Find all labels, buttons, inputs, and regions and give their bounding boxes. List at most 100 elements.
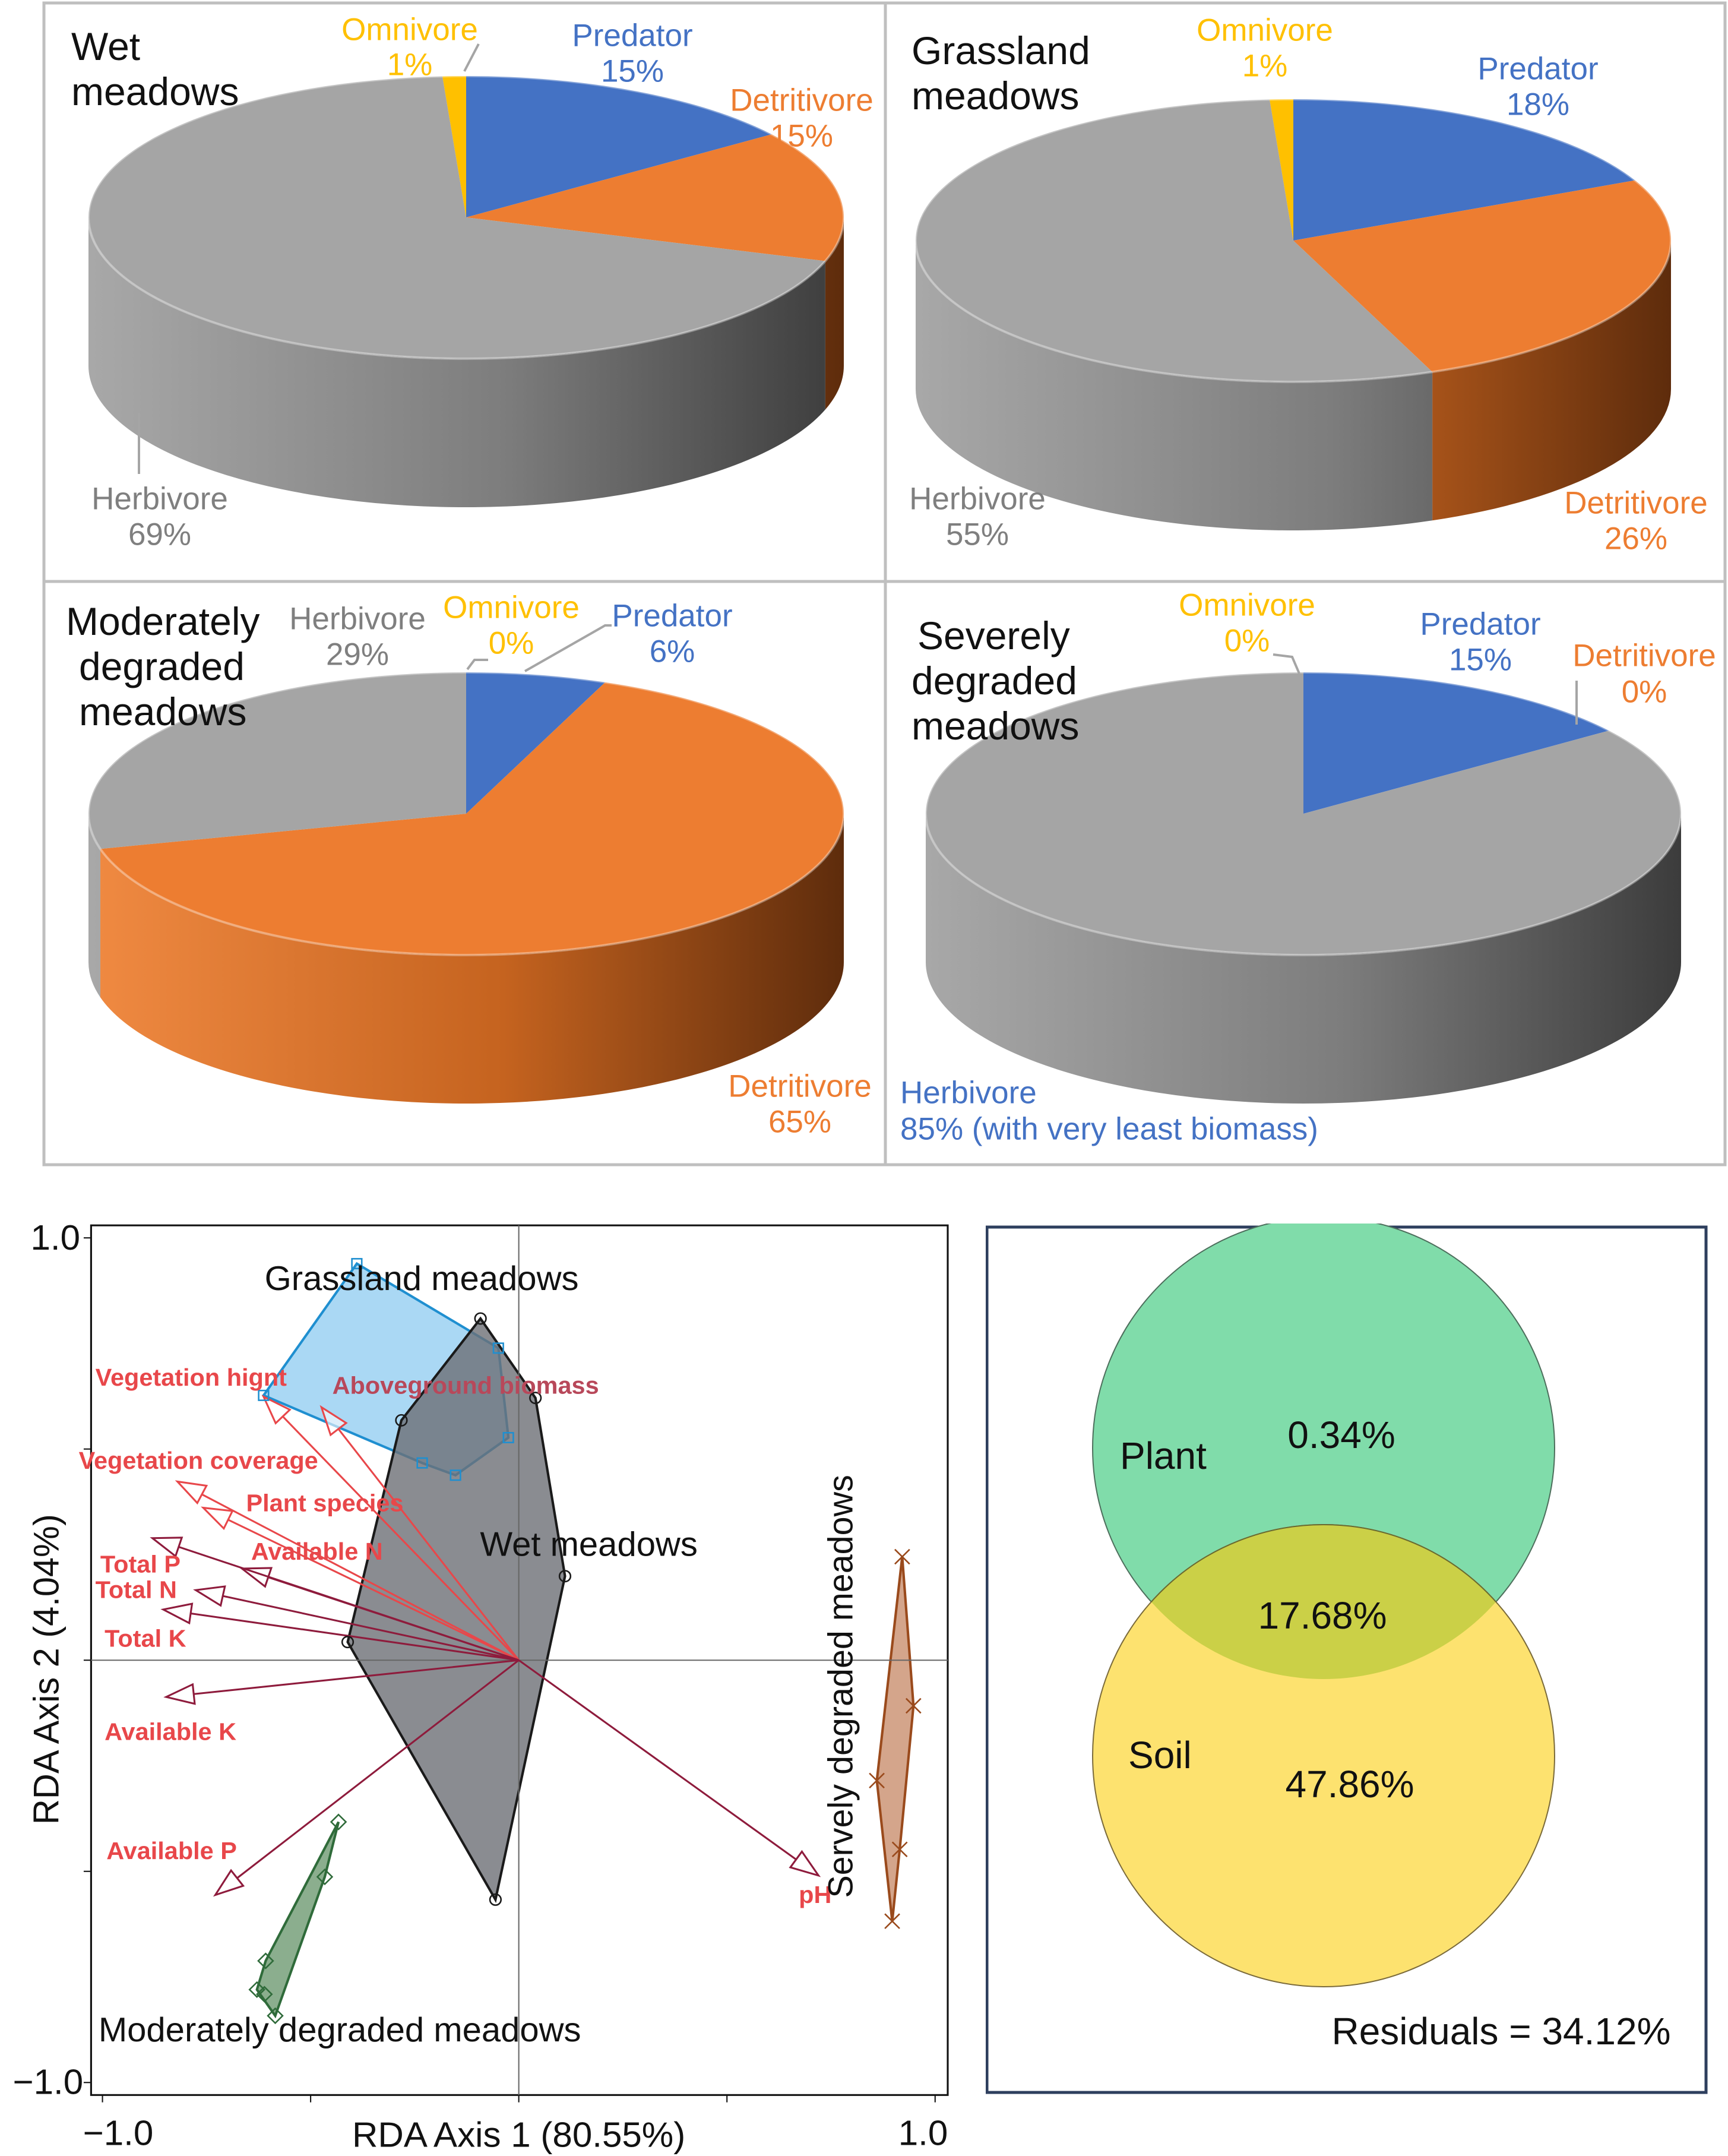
label-omnivore-pct: 1%: [387, 47, 433, 83]
pie-slice-predator: [1293, 99, 1635, 241]
arrow-vegetation-hignt: [261, 1395, 520, 1661]
pie-title-severe: Severely degraded meadows: [912, 613, 1079, 748]
title-line: meadows: [912, 74, 1080, 118]
label-omnivore-name: Omnivore: [1179, 587, 1315, 623]
pie-side-herbivore: [915, 241, 1433, 531]
arrow-label: Total N: [96, 1576, 177, 1604]
pie-slice-omnivore: [442, 76, 466, 217]
venn-residuals: Residuals = 34.12%: [1331, 2010, 1670, 2053]
pie-chart: [914, 98, 1672, 531]
label-detritivore-name: Detritivore: [1572, 638, 1716, 674]
y-tick-label-bottom: −1.0: [13, 2062, 84, 2102]
group-label: Grassland meadows: [265, 1260, 579, 1298]
pie-slice-detritivore: [466, 134, 844, 261]
arrow-label: Aboveground biomass: [333, 1372, 599, 1399]
arrow-label: Available N: [251, 1538, 383, 1565]
sample-point-cross: [891, 1841, 908, 1858]
pie-slice-herbivore: [916, 99, 1433, 382]
label-herbivore-pct: 85% (with very least biomass): [900, 1111, 1318, 1147]
label-omnivore-name: Omnivore: [1197, 12, 1333, 48]
sample-point-square: [492, 1342, 504, 1354]
group-hull-3: [875, 1556, 915, 1921]
arrow-label: pH: [799, 1881, 831, 1908]
label-detritivore-name: Detritivore: [1564, 485, 1708, 521]
leader-line-omnivore-wet: [463, 43, 480, 72]
pie-slice-detritivore: [100, 682, 844, 956]
sample-point-square: [351, 1258, 363, 1270]
sample-point-circle: [395, 1414, 408, 1427]
title-line: Wet: [71, 24, 141, 68]
label-predator-name: Predator: [1420, 606, 1541, 642]
pie-chart: [925, 671, 1682, 1104]
arrow-label: Total K: [105, 1625, 186, 1652]
arrow-total-n: [193, 1585, 519, 1661]
leader-line-omnivore-severe: [1273, 653, 1300, 674]
venn-diagram: Plant 0.34% 17.68% Soil 47.86% Residuals…: [986, 1224, 1708, 2094]
arrow-label: Total P: [100, 1551, 181, 1578]
pie-title-grassland: Grassland meadows: [912, 28, 1090, 118]
y-tick-label-top: 1.0: [30, 1218, 80, 1257]
pie-rim: [914, 98, 1672, 383]
sample-point-diamond: [316, 1868, 334, 1886]
pie-side-detritivore: [100, 814, 844, 1104]
title-line: Grassland: [912, 29, 1090, 72]
sample-point-cross: [884, 1913, 900, 1929]
pie-rim: [87, 671, 845, 956]
sample-point-circle: [529, 1392, 542, 1405]
group-label: Moderately degraded meadows: [99, 2011, 581, 2049]
label-herbivore-name: Herbivore: [900, 1075, 1037, 1111]
group-label: Servely degraded meadows: [822, 1475, 860, 1898]
sample-point-square: [450, 1469, 461, 1481]
sample-point-square: [258, 1389, 270, 1401]
title-line: meadows: [71, 69, 239, 113]
sample-point-circle: [341, 1636, 355, 1649]
x-axis-title: RDA Axis 1 (80.55%): [352, 2115, 685, 2155]
label-predator-name: Predator: [1477, 51, 1599, 87]
rda-biplot: Vegetation hignt Aboveground biomass Veget…: [13, 1218, 949, 2155]
pie-chart: [87, 75, 845, 507]
label-detritivore-pct: 0%: [1621, 674, 1667, 710]
arrow-available-p: [213, 1659, 520, 1897]
sample-point-cross: [894, 1548, 910, 1565]
venn-value-plant: 0.34%: [1287, 1414, 1395, 1456]
label-predator-pct: 18%: [1506, 87, 1570, 122]
pie-slice-herbivore: [88, 76, 825, 359]
venn-overlap: [1093, 1524, 1555, 1679]
label-detritivore-name: Detritivore: [730, 83, 874, 118]
label-predator-pct: 15%: [1448, 642, 1512, 678]
group-hull-1: [346, 1316, 566, 1904]
venn-value-shared: 17.68%: [1258, 1594, 1387, 1637]
label-herbivore-pct: 69%: [128, 517, 192, 552]
sample-point-diamond: [257, 1952, 274, 1970]
label-omnivore-name: Omnivore: [341, 12, 478, 48]
label-predator-pct: 6%: [649, 634, 695, 669]
label-omnivore-name: Omnivore: [443, 590, 580, 625]
pie-side-detritivore: [1432, 241, 1671, 521]
label-detritivore-name: Detritivore: [728, 1068, 872, 1104]
pie-rim: [925, 671, 1682, 956]
arrow-label: Available P: [106, 1837, 237, 1864]
sample-point-cross: [905, 1697, 922, 1714]
sample-point-square: [502, 1432, 514, 1443]
arrow-vegetation-coverage: [175, 1480, 520, 1661]
label-herbivore-name: Herbivore: [289, 601, 426, 637]
pie-side-herbivore: [926, 814, 1681, 1104]
sample-point-circle: [474, 1312, 487, 1325]
arrow-aboveground-biomass: [319, 1405, 520, 1661]
label-omnivore-pct: 1%: [1242, 48, 1288, 84]
label-predator-name: Predator: [572, 18, 693, 53]
label-detritivore-pct: 65%: [768, 1104, 832, 1140]
arrow-label: Plant species: [246, 1490, 404, 1517]
label-omnivore-pct: 0%: [1224, 623, 1270, 659]
pie-slice-predator: [466, 76, 772, 217]
pie-side-herbivore: [88, 217, 825, 507]
title-line: Moderately: [66, 599, 260, 643]
label-predator-name: Predator: [612, 598, 733, 634]
pie-slice-predator: [1303, 672, 1609, 814]
title-line: degraded: [79, 644, 245, 688]
pie-side-detritivore: [825, 217, 844, 410]
sample-point-diamond: [248, 1981, 265, 1998]
leader-line-omnivore-moderate: [466, 659, 488, 671]
label-detritivore-pct: 15%: [770, 118, 834, 154]
pie-title-moderate: Moderately degraded meadows: [66, 599, 260, 734]
